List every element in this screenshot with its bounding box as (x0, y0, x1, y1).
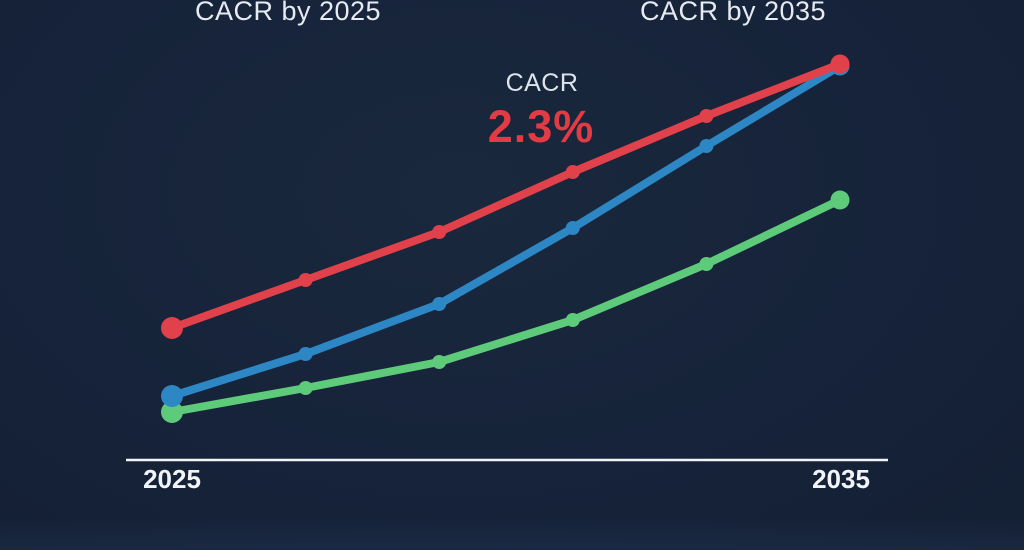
series-blue (161, 56, 850, 407)
series-red-marker-2025 (161, 317, 183, 339)
series-red-line (168, 60, 844, 332)
series-green-marker-2035 (830, 190, 850, 210)
series-blue-marker-2029 (432, 297, 447, 311)
cacr-annotation-value: 2.3% (487, 101, 595, 152)
series-red-marker-2029 (432, 225, 447, 239)
series-red-marker-2033 (699, 109, 714, 123)
series-green-marker-2033 (699, 257, 714, 271)
x-axis-tick-2035: 2035 (812, 464, 870, 494)
series-green-marker-2027 (298, 381, 313, 395)
series-green-marker-2031 (565, 313, 580, 327)
series-red-marker-2035 (830, 54, 850, 74)
series-blue-line (168, 62, 844, 400)
series-red-marker-2027 (298, 273, 313, 287)
series-blue-marker-2027 (298, 347, 313, 361)
series-red (161, 54, 850, 339)
series-green-line (168, 196, 844, 416)
header-label-right: CACR by 2035 (639, 0, 827, 26)
series-blue-marker-2031 (565, 221, 580, 235)
x-axis-tick-2025: 2025 (143, 464, 201, 494)
series-green-marker-2025 (161, 401, 183, 423)
series-green-marker-2029 (432, 355, 447, 369)
header-label-left: CACR by 2025 (194, 0, 382, 26)
series-green (161, 190, 850, 423)
cacr-annotation-title: CACR (505, 69, 579, 97)
series-blue-marker-2025 (161, 385, 183, 407)
series-blue-marker-2033 (699, 139, 714, 153)
series-red-marker-2031 (565, 165, 580, 179)
